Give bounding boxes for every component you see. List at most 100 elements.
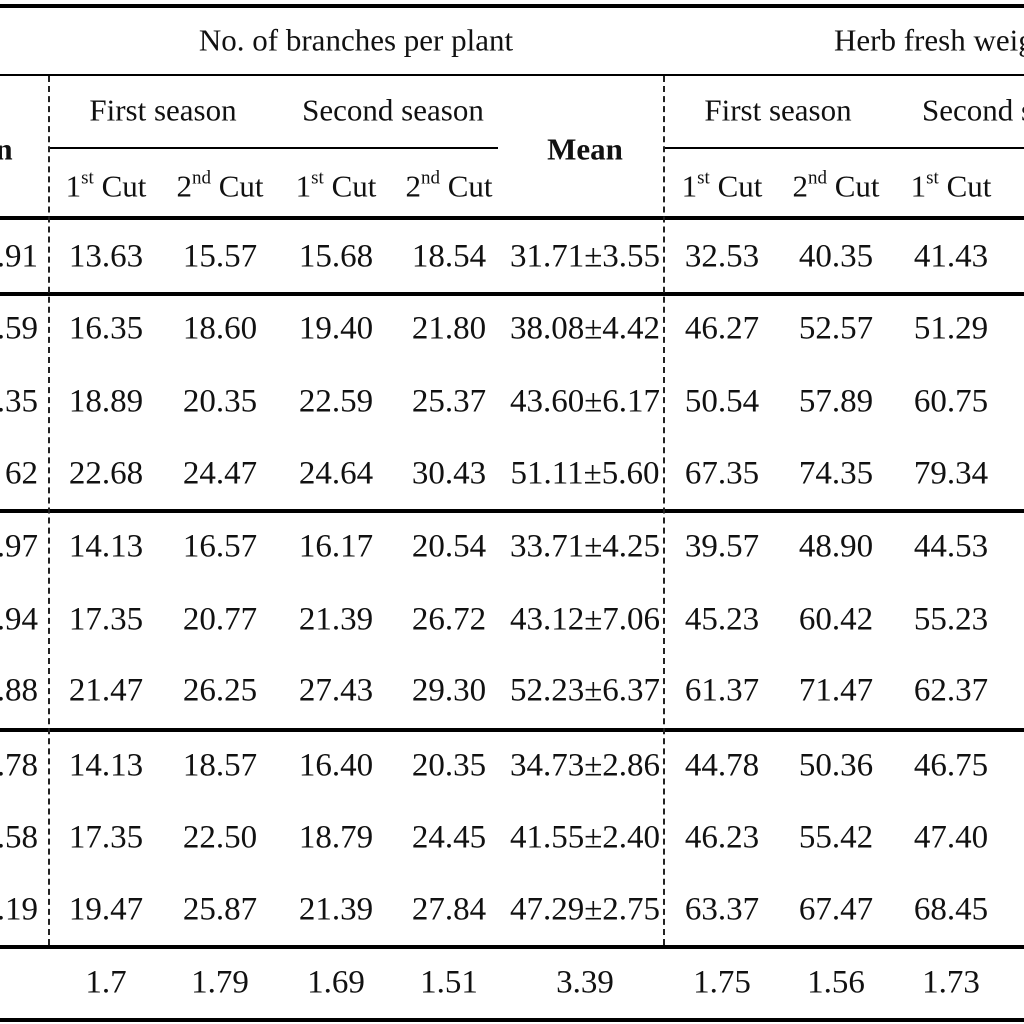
header-bottom-rule bbox=[0, 216, 1024, 220]
table-cell-b3: 18.79 bbox=[298, 819, 374, 856]
table-cell-h3: 44.53 bbox=[913, 528, 989, 565]
cut-header-branches-s2-c1: 1st Cut bbox=[295, 167, 377, 204]
table-cell-h1: 67.35 bbox=[684, 455, 760, 492]
table-cell-b2: 24.47 bbox=[182, 455, 258, 492]
table-cell-lead: 62 bbox=[5, 455, 38, 492]
table-cell-h2: 71.47 bbox=[798, 672, 874, 709]
table-cell-b1: 14.13 bbox=[68, 747, 144, 784]
table-cell-b1: 21.47 bbox=[68, 672, 144, 709]
dashed-separator-right bbox=[663, 76, 665, 945]
table-cell-h2: 57.89 bbox=[798, 383, 874, 420]
season-rule-right bbox=[664, 147, 1024, 149]
table-cell-mean: 47.29±2.75 bbox=[509, 891, 661, 928]
table-cell-lead: .94 bbox=[0, 601, 38, 638]
table-cell-h1: 39.57 bbox=[684, 528, 760, 565]
table-cell-b1: 13.63 bbox=[68, 238, 144, 275]
table-cell-b3: 15.68 bbox=[298, 238, 374, 275]
branches-second-season: Second season bbox=[302, 92, 484, 128]
herb-second-season: Second s bbox=[922, 92, 1024, 128]
table-cell-b2: 18.60 bbox=[182, 310, 258, 347]
table-cell-b1: 17.35 bbox=[68, 819, 144, 856]
table-cell-b4: 20.35 bbox=[411, 747, 487, 784]
table-cell-h1: 61.37 bbox=[684, 672, 760, 709]
table-cell-b4: 25.37 bbox=[411, 383, 487, 420]
group-rule-3 bbox=[0, 728, 1024, 732]
table-cell-b1: 19.47 bbox=[68, 891, 144, 928]
table-cell-b2: 22.50 bbox=[182, 819, 258, 856]
table-cell-b2: 20.35 bbox=[182, 383, 258, 420]
table-cell-lead: .19 bbox=[0, 891, 38, 928]
table-cell-h3: 46.75 bbox=[913, 747, 989, 784]
table-cell-mean: 52.23±6.37 bbox=[509, 672, 661, 709]
table-cell-b3: 16.40 bbox=[298, 747, 374, 784]
table-cell-b2: 26.25 bbox=[182, 672, 258, 709]
table-cell-b4: 29.30 bbox=[411, 672, 487, 709]
table-cell-b1: 18.89 bbox=[68, 383, 144, 420]
lsd-cell-b4: 1.51 bbox=[420, 964, 478, 1001]
branches-first-season: First season bbox=[89, 92, 237, 128]
table-cell-lead: .59 bbox=[0, 310, 38, 347]
cut-header-herb-s1-c1: 1st Cut bbox=[681, 167, 763, 204]
lsd-cell-h2: 1.56 bbox=[807, 964, 865, 1001]
lsd-cell-b3: 1.69 bbox=[307, 964, 365, 1001]
table-cell-lead: .78 bbox=[0, 747, 38, 784]
table-cell-b4: 26.72 bbox=[411, 601, 487, 638]
group-title-herb-fresh-weight: Herb fresh weigh bbox=[834, 22, 1024, 58]
table-cell-lead: .88 bbox=[0, 672, 38, 709]
table-cell-lead: .58 bbox=[0, 819, 38, 856]
table-cell-mean: 41.55±2.40 bbox=[509, 819, 661, 856]
table-cell-h1: 44.78 bbox=[684, 747, 760, 784]
table-cell-b3: 19.40 bbox=[298, 310, 374, 347]
herb-first-season: First season bbox=[704, 92, 852, 128]
lsd-cell-b1: 1.7 bbox=[85, 964, 127, 1001]
table-cell-b3: 24.64 bbox=[298, 455, 374, 492]
table-cell-b1: 17.35 bbox=[68, 601, 144, 638]
table-cell-h3: 55.23 bbox=[913, 601, 989, 638]
table-cell-h3: 47.40 bbox=[913, 819, 989, 856]
table-cell-h2: 40.35 bbox=[798, 238, 874, 275]
lsd-cell-h1: 1.75 bbox=[693, 964, 751, 1001]
table-cell-b3: 21.39 bbox=[298, 891, 374, 928]
table-cell-h3: 79.34 bbox=[913, 455, 989, 492]
table-cell-lead: .35 bbox=[0, 383, 38, 420]
table-cell-b3: 16.17 bbox=[298, 528, 374, 565]
group-header-rule bbox=[0, 74, 1024, 76]
table-cell-b2: 18.57 bbox=[182, 747, 258, 784]
table-cell-h2: 50.36 bbox=[798, 747, 874, 784]
table-cell-b3: 27.43 bbox=[298, 672, 374, 709]
table-cell-b4: 30.43 bbox=[411, 455, 487, 492]
table-cell-h1: 32.53 bbox=[684, 238, 760, 275]
table-cell-b4: 21.80 bbox=[411, 310, 487, 347]
table-cell-h1: 45.23 bbox=[684, 601, 760, 638]
table-cell-h3: 68.45 bbox=[913, 891, 989, 928]
table-cell-b2: 15.57 bbox=[182, 238, 258, 275]
table-cell-h2: 55.42 bbox=[798, 819, 874, 856]
lsd-rule bbox=[0, 945, 1024, 949]
table-cell-b1: 16.35 bbox=[68, 310, 144, 347]
table-cell-b4: 24.45 bbox=[411, 819, 487, 856]
table-cell-h2: 60.42 bbox=[798, 601, 874, 638]
table-cell-h3: 51.29 bbox=[913, 310, 989, 347]
table-cell-h2: 74.35 bbox=[798, 455, 874, 492]
table-cell-lead: .91 bbox=[0, 238, 38, 275]
table-cell-b4: 20.54 bbox=[411, 528, 487, 565]
table-cell-h2: 52.57 bbox=[798, 310, 874, 347]
cut-header-herb-s1-c2: 2nd Cut bbox=[792, 167, 880, 204]
cut-header-branches-s2-c2: 2nd Cut bbox=[405, 167, 493, 204]
table-cell-b4: 27.84 bbox=[411, 891, 487, 928]
table-cell-h2: 48.90 bbox=[798, 528, 874, 565]
table-cell-h1: 50.54 bbox=[684, 383, 760, 420]
table-cell-h3: 60.75 bbox=[913, 383, 989, 420]
table-cell-h3: 41.43 bbox=[913, 238, 989, 275]
bottom-rule bbox=[0, 1018, 1024, 1022]
table-cell-b1: 14.13 bbox=[68, 528, 144, 565]
group-title-branches: No. of branches per plant bbox=[198, 22, 514, 58]
dashed-separator-left bbox=[48, 76, 50, 945]
table-cell-mean: 34.73±2.86 bbox=[509, 747, 661, 784]
table-cell-h1: 63.37 bbox=[684, 891, 760, 928]
top-rule bbox=[0, 4, 1024, 8]
table-cell-h2: 67.47 bbox=[798, 891, 874, 928]
table-cell-h3: 62.37 bbox=[913, 672, 989, 709]
